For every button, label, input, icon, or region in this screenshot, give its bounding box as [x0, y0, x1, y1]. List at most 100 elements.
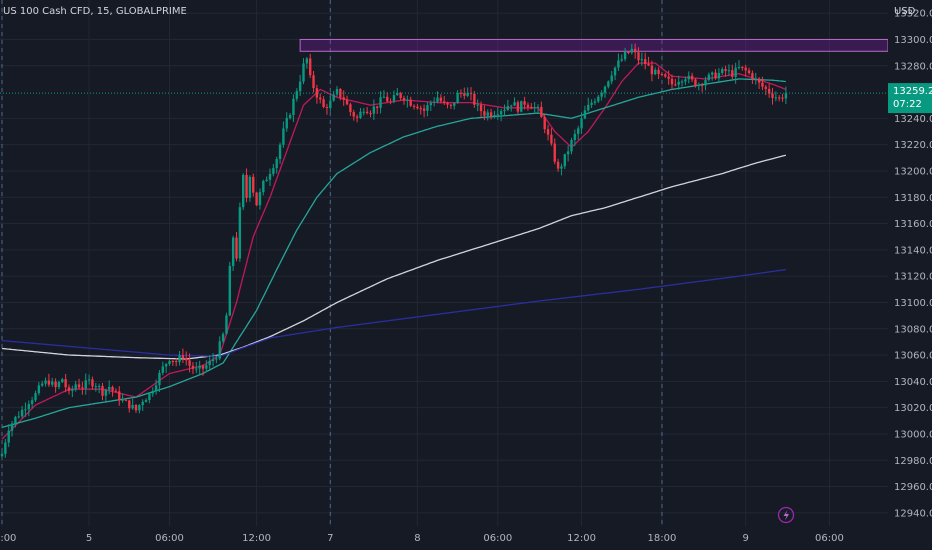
y-tick-label: 13100.00 [894, 298, 932, 309]
candle-body [319, 97, 322, 100]
candle-body [272, 168, 275, 174]
candle-body [700, 84, 704, 86]
y-tick-label: 12940.00 [894, 508, 932, 519]
candle-body [724, 69, 727, 71]
candle-body [211, 359, 215, 361]
candle-body [252, 176, 255, 193]
candle-body [191, 365, 195, 369]
candle-body [664, 74, 667, 77]
time-axis[interactable]: 18:00 5 06:00 12:00 7 8 06:00 12:00 18:00 9 06:00 [0, 533, 844, 544]
candles [0, 43, 788, 458]
candle-body [479, 104, 483, 112]
candle-body [345, 99, 349, 105]
candle-body [737, 66, 741, 68]
resistance-zone[interactable] [299, 38, 889, 52]
candle-body [379, 97, 382, 108]
candle-body [201, 365, 205, 369]
y-tick-label: 13140.00 [894, 245, 932, 256]
candle-body [412, 105, 416, 107]
candle-body [389, 101, 392, 103]
candle-body [215, 358, 218, 360]
candle-body [751, 73, 754, 80]
candle-body [322, 99, 325, 107]
candle-body [560, 166, 563, 169]
candle-body [51, 381, 54, 385]
y-tick-label: 13300.00 [894, 35, 932, 46]
candle-body [449, 104, 453, 106]
candle-body [242, 174, 245, 208]
candle-body [754, 78, 757, 80]
candle-body [208, 360, 211, 366]
y-tick-label: 13000.00 [894, 429, 932, 440]
candle-body [704, 80, 707, 86]
lightning-icon[interactable] [777, 506, 795, 524]
candle-body [556, 161, 560, 169]
candle-body [114, 390, 118, 392]
candle-body [429, 102, 432, 106]
candle-body [285, 118, 288, 129]
candle-body [362, 111, 365, 113]
candle-body [71, 389, 74, 391]
candle-body [151, 391, 154, 394]
candle-body [439, 97, 443, 102]
candle-body [355, 116, 359, 118]
candle-body [221, 333, 225, 342]
candle-body [573, 133, 577, 140]
candle-body [349, 104, 352, 113]
candle-body [513, 102, 516, 106]
candle-body [406, 99, 409, 101]
candle-body [597, 96, 600, 102]
candle-body [57, 382, 61, 388]
candle-body [111, 386, 114, 391]
candle-body [87, 379, 91, 381]
candle-body [258, 192, 262, 206]
candle-body [530, 106, 533, 109]
candle-body [731, 70, 734, 77]
y-tick-label: 13320.00 [894, 9, 932, 20]
candle-body [402, 98, 406, 101]
candle-body [124, 399, 128, 401]
moving-average-line [1, 154, 787, 360]
candle-body [34, 393, 37, 401]
candle-body [108, 386, 111, 390]
y-tick-label: 13040.00 [894, 377, 932, 388]
candle-body [376, 106, 379, 108]
candle-body [436, 97, 439, 102]
x-tick-label: 06:00 [155, 533, 184, 544]
candle-body [332, 94, 335, 101]
candle-body [583, 110, 587, 119]
candle-body [335, 88, 339, 95]
y-tick-label: 13280.00 [894, 61, 932, 72]
candle-body [27, 404, 30, 410]
candle-body [496, 114, 499, 116]
candle-body [61, 379, 64, 383]
candle-body [677, 81, 680, 85]
candle-body [416, 106, 419, 109]
candle-body [694, 79, 697, 86]
candle-body [483, 111, 486, 116]
candle-body [503, 109, 506, 112]
candle-body [195, 368, 198, 370]
candle-body [657, 69, 660, 75]
candle-body [650, 65, 654, 75]
candle-body [41, 383, 44, 386]
y-tick-label: 13020.00 [894, 403, 932, 414]
candle-body [721, 69, 724, 74]
currency-label: USD [894, 6, 916, 17]
x-tick-label: 06:00 [815, 533, 844, 544]
candle-body [218, 341, 221, 359]
candle-body [486, 112, 489, 116]
candle-body [4, 442, 7, 454]
candle-body [570, 139, 573, 152]
candle-body [161, 366, 164, 373]
candle-body [382, 96, 386, 98]
candle-body [181, 355, 185, 359]
x-tick-label: 5 [86, 533, 92, 544]
candle-body [369, 113, 372, 115]
price-axis[interactable]: 12940.00 12960.00 12980.00 13000.00 13020.00… [894, 9, 932, 520]
candle-body [7, 430, 10, 443]
price-badge-value: 13259.20 [893, 86, 932, 97]
candle-body [767, 88, 771, 94]
x-tick-label: 8 [414, 533, 420, 544]
